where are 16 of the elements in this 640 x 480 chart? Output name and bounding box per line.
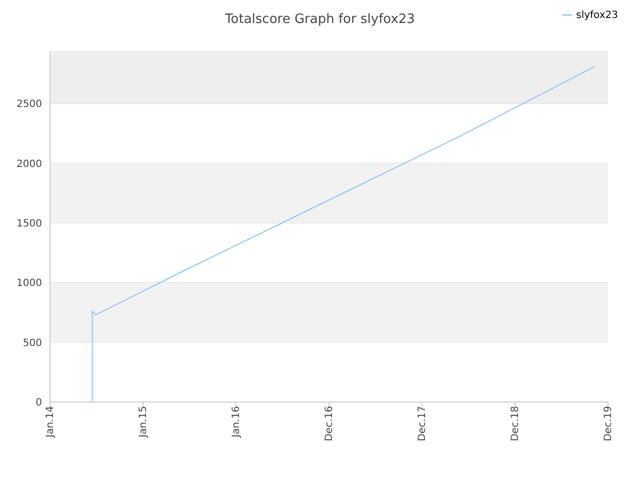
y-tick-label: 1500	[16, 218, 42, 230]
x-tick-label: Jan.14	[45, 406, 56, 438]
y-tick-label: 500	[22, 338, 42, 349]
y-tick-label: 2500	[16, 99, 42, 110]
y-tick-label: 2000	[16, 158, 42, 170]
legend-label: slyfox23	[576, 10, 618, 21]
x-tick-label: Jan.15	[138, 406, 150, 438]
chart-title: Totalscore Graph for slyfox23	[225, 12, 415, 27]
x-tick-label: Dec.18	[510, 406, 522, 442]
y-tick-label: 0	[36, 398, 42, 409]
x-tick-label: Jan.16	[231, 406, 242, 438]
line-series	[92, 66, 596, 402]
x-tick-label: Dec.19	[603, 406, 614, 442]
x-tick-label: Dec.17	[417, 406, 428, 442]
x-tick-label: Dec.16	[324, 406, 336, 442]
y-tick-label: 1000	[16, 278, 42, 290]
